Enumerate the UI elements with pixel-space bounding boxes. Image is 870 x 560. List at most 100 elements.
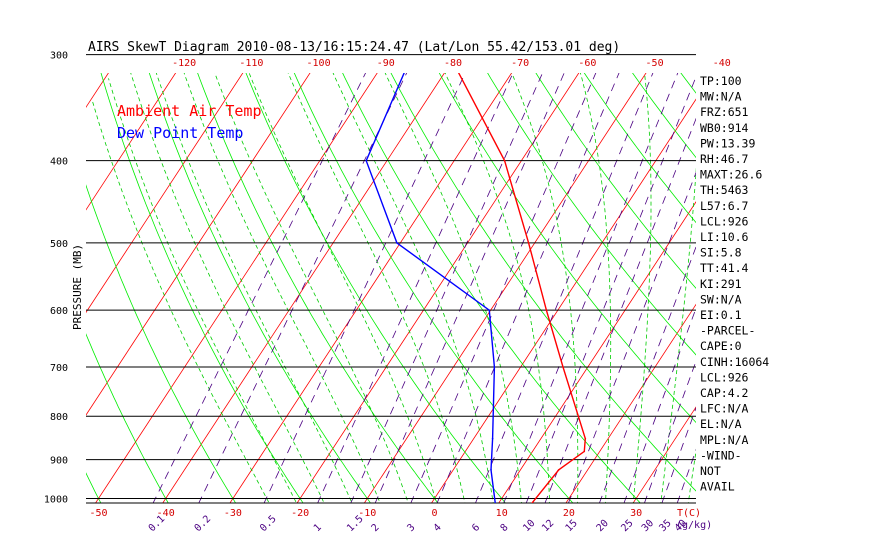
dry-adiabat-line — [86, 333, 169, 503]
dry-adiabat-line — [680, 73, 696, 94]
index-entry: CAPE:0 — [700, 339, 742, 353]
dew-point-temp-point — [488, 309, 491, 312]
mixing-ratio-line — [661, 406, 696, 503]
pressure-tick-label: 400 — [50, 157, 68, 168]
moist-adiabat-line — [332, 73, 494, 503]
dew-point-temp-point — [396, 242, 398, 244]
moist-adiabat-line — [108, 78, 297, 503]
isotherm-line — [296, 73, 580, 503]
mixing-ratio-tick-label: 3 — [405, 522, 417, 534]
isotherm-line — [498, 201, 696, 503]
dry-adiabat-line — [663, 0, 870, 527]
index-entry: MPL:N/A — [700, 433, 749, 447]
moist-adiabat-line — [214, 73, 409, 503]
mixing-ratio-unit-label: (g/kg) — [676, 520, 712, 531]
index-entry: KI:291 — [700, 277, 742, 291]
pressure-tick-label: 300 — [50, 51, 68, 62]
legend-entry: Dew Point Temp — [117, 124, 243, 142]
moist-adiabat-line — [183, 73, 381, 503]
ambient-air-temp-point — [545, 309, 548, 312]
dry-adiabat-line — [100, 73, 304, 503]
mixing-ratio-line — [317, 73, 514, 503]
dew-point-temp-point — [490, 469, 492, 471]
index-entry: -WIND- — [700, 448, 742, 462]
index-entry: LCL:926 — [700, 214, 749, 228]
mixing-ratio-line — [503, 73, 679, 503]
bottom-temp-tick-label: 0 — [431, 508, 437, 519]
moist-adiabat-line — [632, 73, 652, 503]
mixing-ratio-tick-label: 1 — [312, 522, 324, 534]
dry-adiabat-line — [293, 73, 574, 503]
mixing-ratio-line — [410, 73, 597, 503]
isobar-lines — [86, 54, 696, 504]
mixing-ratio-tick-label: 35 — [657, 518, 673, 534]
moist-adiabat-line — [287, 73, 466, 503]
index-entry: LI:10.6 — [700, 230, 749, 244]
dry-adiabat-line — [342, 73, 641, 503]
dry-adiabat-line — [86, 472, 102, 503]
index-entry: FRZ:651 — [700, 105, 749, 119]
moist-adiabat-line — [91, 100, 270, 503]
dew-point-temp-line — [365, 73, 496, 503]
mixing-ratio-tick-label: 20 — [595, 518, 611, 534]
top-temp-tick-label: -100 — [307, 58, 331, 69]
mixing-ratio-line — [525, 75, 696, 503]
mixing-ratio-tick-label: 30 — [640, 518, 656, 534]
top-temp-tick-label: -50 — [646, 58, 664, 69]
pressure-tick-label: 500 — [50, 239, 68, 250]
moist-adiabat-line — [444, 73, 550, 503]
bottom-temp-tick-label: -30 — [224, 508, 242, 519]
bottom-temp-tick-label: -10 — [358, 508, 376, 519]
index-entry: LCL:926 — [700, 370, 749, 384]
index-entry: TT:41.4 — [700, 261, 749, 275]
legend: Ambient Air Temp Dew Point Temp — [117, 102, 262, 142]
dew-point-temp-point — [365, 159, 368, 162]
bottom-temp-tick-label: -40 — [157, 508, 175, 519]
isotherm-line — [86, 73, 177, 211]
ambient-air-temp-point — [558, 469, 560, 471]
index-entry: SI:5.8 — [700, 246, 742, 260]
index-entry: RH:46.7 — [700, 152, 749, 166]
index-entry: MW:N/A — [700, 90, 742, 104]
pressure-tick-label: 600 — [50, 306, 68, 317]
ambient-air-temp-line — [457, 73, 587, 503]
dry-adiabat-line — [583, 73, 696, 224]
index-entry: CAP:4.2 — [700, 386, 748, 400]
isotherm-line — [819, 0, 870, 527]
dry-adiabat-line — [489, 0, 870, 527]
top-temp-tick-label: -120 — [172, 58, 196, 69]
dew-point-temp-point — [491, 437, 494, 440]
index-entry: -PARCEL- — [700, 324, 755, 338]
mixing-ratio-tick-label: 0.2 — [193, 514, 214, 535]
isotherm-line — [363, 73, 647, 503]
moist-adiabat-line — [511, 73, 579, 503]
top-temp-tick-label: -60 — [578, 58, 596, 69]
top-temp-tick-label: -70 — [511, 58, 529, 69]
isotherm-line — [86, 73, 311, 416]
mixing-ratio-line — [198, 73, 408, 503]
pressure-tick-label: 700 — [50, 363, 68, 374]
mixing-ratio-line — [544, 117, 696, 503]
index-entry: EL:N/A — [700, 417, 742, 431]
isotherm-line — [0, 0, 197, 527]
index-entry: SW:N/A — [700, 292, 742, 306]
top-temp-tick-label: -110 — [239, 58, 263, 69]
bottom-temp-tick-label: 30 — [630, 508, 642, 519]
dry-adiabat-line — [487, 73, 696, 356]
index-entry: NOT — [700, 464, 721, 478]
pressure-tick-label: 800 — [50, 412, 68, 423]
index-entry: L57:6.7 — [700, 199, 749, 213]
bottom-temp-tick-label: -50 — [89, 508, 107, 519]
dry-adiabat-line — [245, 73, 506, 503]
index-entry: WB0:914 — [700, 121, 749, 135]
mixing-ratio-tick-label: 10 — [521, 518, 537, 534]
isotherm-line — [86, 73, 244, 314]
dry-adiabat-line — [438, 73, 696, 423]
index-entry: EI:0.1 — [700, 308, 742, 322]
isotherm-line — [0, 0, 129, 527]
dry-adiabat-line — [767, 0, 870, 527]
dry-adiabat-line — [197, 73, 439, 503]
index-entry: LFC:N/A — [700, 402, 749, 416]
